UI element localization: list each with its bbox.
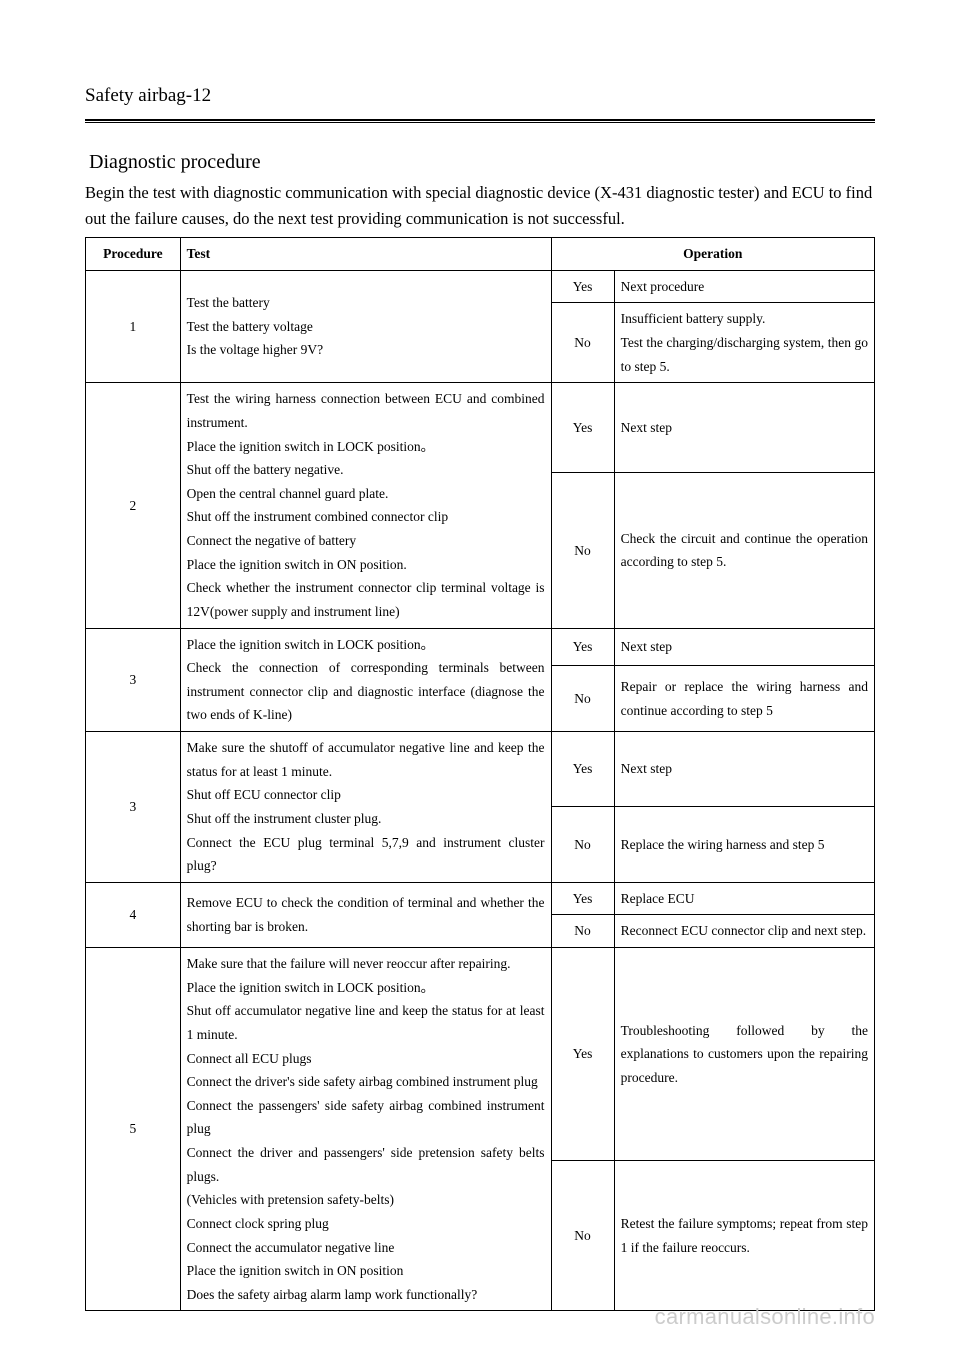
th-operation: Operation bbox=[551, 238, 875, 271]
cell-test: Place the ignition switch in LOCK positi… bbox=[180, 628, 551, 732]
cell-proc: 1 bbox=[86, 270, 181, 383]
section-intro: Begin the test with diagnostic communica… bbox=[85, 180, 875, 231]
cell-no-op: Retest the failure symptoms; repeat from… bbox=[614, 1161, 874, 1311]
table-row: 1 Test the battery Test the battery volt… bbox=[86, 270, 875, 303]
cell-test: Remove ECU to check the condition of ter… bbox=[180, 882, 551, 947]
cell-yes: Yes bbox=[551, 270, 614, 303]
cell-test: Make sure the shutoff of accumulator neg… bbox=[180, 732, 551, 883]
cell-yes: Yes bbox=[551, 383, 614, 473]
table-row: 5 Make sure that the failure will never … bbox=[86, 948, 875, 1161]
th-test: Test bbox=[180, 238, 551, 271]
cell-yes-op: Replace ECU bbox=[614, 882, 874, 915]
cell-yes: Yes bbox=[551, 628, 614, 666]
table-row: 2 Test the wiring harness connection bet… bbox=[86, 383, 875, 473]
cell-test: Test the wiring harness connection betwe… bbox=[180, 383, 551, 628]
cell-proc: 4 bbox=[86, 882, 181, 947]
table-header-row: Procedure Test Operation bbox=[86, 238, 875, 271]
table-body: 1 Test the battery Test the battery volt… bbox=[86, 270, 875, 1311]
diagnostic-table: Procedure Test Operation 1 Test the batt… bbox=[85, 237, 875, 1311]
table-row: 3 Make sure the shutoff of accumulator n… bbox=[86, 732, 875, 807]
cell-yes-op: Next step bbox=[614, 732, 874, 807]
cell-test: Test the battery Test the battery voltag… bbox=[180, 270, 551, 383]
cell-no-op: Replace the wiring harness and step 5 bbox=[614, 807, 874, 882]
page-header-title: Safety airbag-12 bbox=[85, 85, 875, 115]
table-row: 3 Place the ignition switch in LOCK posi… bbox=[86, 628, 875, 666]
cell-no-op: Insufficient battery supply. Test the ch… bbox=[614, 303, 874, 383]
cell-no-op: Repair or replace the wiring harness and… bbox=[614, 666, 874, 732]
cell-proc: 3 bbox=[86, 628, 181, 732]
cell-proc: 5 bbox=[86, 948, 181, 1311]
cell-proc: 2 bbox=[86, 383, 181, 628]
cell-yes: Yes bbox=[551, 732, 614, 807]
cell-no: No bbox=[551, 303, 614, 383]
cell-proc: 3 bbox=[86, 732, 181, 883]
table-row: 4 Remove ECU to check the condition of t… bbox=[86, 882, 875, 915]
cell-yes-op: Next step bbox=[614, 628, 874, 666]
watermark-text: carmanualsonline.info bbox=[655, 1304, 875, 1330]
cell-no: No bbox=[551, 666, 614, 732]
cell-yes-op: Next procedure bbox=[614, 270, 874, 303]
cell-no: No bbox=[551, 473, 614, 628]
cell-no: No bbox=[551, 807, 614, 882]
cell-no: No bbox=[551, 915, 614, 948]
cell-no: No bbox=[551, 1161, 614, 1311]
section-title: Diagnostic procedure bbox=[85, 151, 875, 174]
cell-yes-op: Troubleshooting followed by the explanat… bbox=[614, 948, 874, 1161]
header-divider bbox=[85, 119, 875, 123]
cell-yes: Yes bbox=[551, 948, 614, 1161]
cell-no-op: Check the circuit and continue the opera… bbox=[614, 473, 874, 628]
cell-no-op: Reconnect ECU connector clip and next st… bbox=[614, 915, 874, 948]
th-procedure: Procedure bbox=[86, 238, 181, 271]
cell-test: Make sure that the failure will never re… bbox=[180, 948, 551, 1311]
cell-yes-op: Next step bbox=[614, 383, 874, 473]
cell-yes: Yes bbox=[551, 882, 614, 915]
